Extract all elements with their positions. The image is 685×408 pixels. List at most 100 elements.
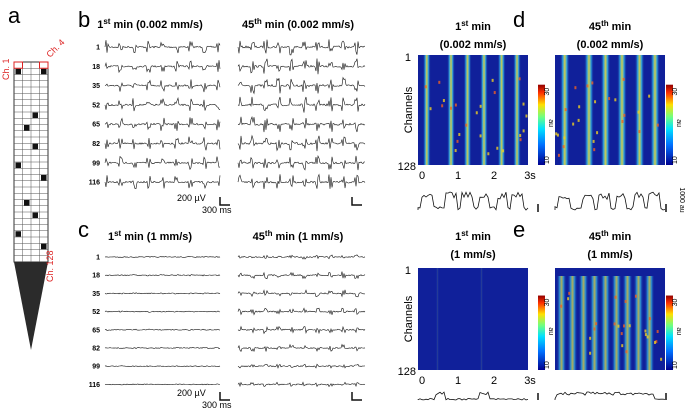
label: 10 [672, 156, 679, 164]
summary-trace [554, 391, 666, 400]
label: 30 [544, 298, 551, 306]
panel-title: 1st min [455, 229, 491, 244]
label: a [8, 3, 21, 28]
summary-trace [417, 191, 529, 211]
heatmap-hot [638, 130, 641, 134]
heatmap-stripe [556, 276, 567, 370]
probe-site-marker [39, 61, 49, 69]
probe-site [15, 231, 21, 237]
label: 30 [672, 298, 679, 306]
title-num: 45 [242, 19, 254, 31]
probe-site [24, 200, 30, 206]
colorbar [538, 295, 545, 370]
title-rest: min (1 mm/s) [124, 231, 192, 243]
heatmap-hot [648, 317, 651, 321]
trace [104, 256, 221, 258]
title-num: 1 [108, 231, 114, 243]
trace [237, 363, 366, 369]
heatmap-stripe [622, 276, 633, 370]
label: 82 [92, 346, 100, 353]
trace [104, 136, 221, 151]
trace [104, 97, 221, 112]
heatmap-stripe [617, 55, 627, 165]
heatmap-hot [456, 139, 459, 143]
heatmap-hot [656, 330, 659, 334]
heatmap-hot [614, 295, 617, 299]
label: 1 [455, 375, 461, 387]
heatmap-hot [624, 299, 627, 303]
title-sup: st [114, 229, 121, 238]
heatmap-hot [564, 108, 567, 112]
heatmap-hot [563, 136, 566, 140]
label: 1 [405, 265, 411, 277]
label: 128 [398, 161, 416, 173]
heatmap-stripe [513, 55, 521, 165]
heatmap-hot [656, 123, 659, 127]
label: 18 [92, 273, 100, 280]
heatmap-hot [644, 329, 647, 333]
heatmap-stripe [600, 55, 611, 165]
heatmap-hot [475, 111, 478, 115]
heatmap-hot [522, 129, 525, 133]
heatmap-stripe [463, 55, 472, 165]
label: 200 µV [177, 193, 206, 203]
label: 3s [524, 375, 536, 387]
scale-bar [219, 392, 230, 401]
heatmap-hot [502, 149, 505, 153]
label: 18 [92, 64, 100, 71]
title-rest: min [471, 21, 491, 33]
heatmap-stripe [422, 55, 431, 165]
heatmap-stripe [447, 55, 455, 165]
label: au [547, 327, 554, 335]
scale-bar [351, 392, 362, 401]
heatmap-hot [493, 91, 496, 95]
heatmap-stripe [589, 276, 600, 370]
label: 82 [92, 141, 100, 148]
trace [237, 173, 366, 190]
probe-site [41, 68, 47, 75]
heatmap-stripe [584, 55, 594, 165]
heatmap-hot [441, 104, 444, 108]
heatmap-hot [519, 134, 522, 138]
label: au [547, 119, 554, 127]
heatmap-hot [555, 132, 558, 136]
trace [104, 383, 221, 386]
panel-title: 1st min (1 mm/s) [108, 229, 192, 244]
label: Channels [403, 295, 415, 342]
heatmap-hot [655, 340, 658, 344]
label: 300 ms [202, 400, 232, 408]
heatmap-hot [634, 294, 637, 298]
label: (1 mm/s) [587, 249, 633, 261]
heatmap-hot [491, 78, 494, 82]
label: Channels [403, 86, 415, 133]
heatmap-stripe [634, 55, 645, 165]
trace [104, 117, 221, 131]
label: 10 [544, 361, 551, 369]
label: Ch. 1 [1, 58, 11, 80]
colorbar [666, 295, 673, 370]
heatmap-hot [479, 104, 482, 108]
label: 99 [92, 160, 100, 167]
trace [104, 40, 221, 54]
trace [237, 134, 366, 152]
heatmap-hot [592, 139, 595, 143]
panel-title: 45th min (1 mm/s) [253, 229, 344, 244]
trace [104, 60, 221, 74]
heatmap-hot [560, 304, 563, 308]
heatmap-hot [557, 153, 560, 157]
heatmap-hot [487, 152, 490, 156]
trace [237, 307, 366, 316]
heatmap-stripe [600, 276, 611, 370]
heatmap-hot [591, 81, 594, 85]
title-sup: st [461, 229, 468, 238]
heatmap-hot [577, 118, 580, 122]
label: (0.002 mm/s) [577, 39, 644, 51]
title-num: 1 [455, 21, 461, 33]
heatmap-hot [438, 80, 441, 84]
heatmap-hot [496, 146, 499, 150]
trace [237, 343, 366, 353]
label: 2 [491, 375, 497, 387]
label: 2 [491, 170, 497, 182]
heatmap-hot [454, 149, 457, 153]
label: 3s [524, 170, 536, 182]
